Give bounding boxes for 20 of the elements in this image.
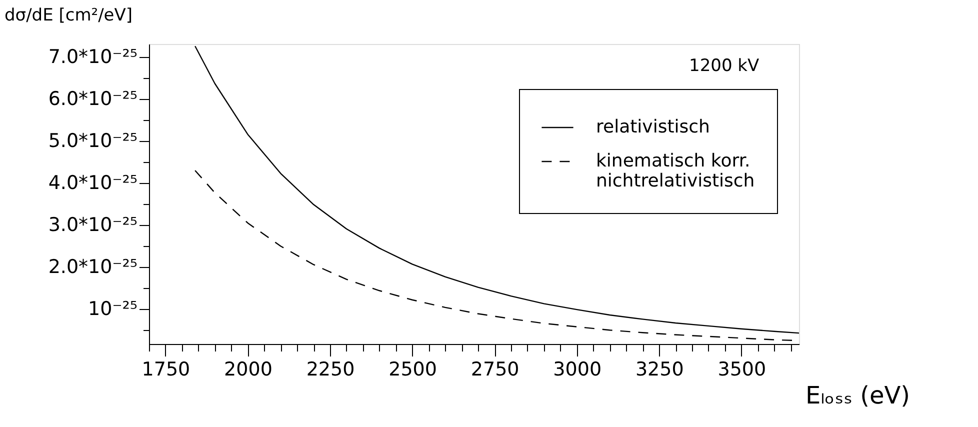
y-tick-label: 10⁻²⁵ bbox=[88, 298, 138, 320]
x-tick-label: 3500 bbox=[718, 358, 766, 380]
x-tick-label: 2000 bbox=[224, 358, 272, 380]
x-tick-label: 2500 bbox=[388, 358, 437, 380]
x-tick-label: 2750 bbox=[470, 358, 520, 380]
y-tick-label: 2.0*10⁻²⁵ bbox=[48, 256, 138, 278]
legend-label: kinematisch korr. nichtrelativistisch bbox=[596, 150, 755, 192]
y-tick-label: 6.0*10⁻²⁵ bbox=[48, 88, 138, 110]
x-tick-label: 3250 bbox=[635, 358, 684, 380]
annotation: 1200 kV bbox=[689, 56, 760, 76]
y-tick-label: 7.0*10⁻²⁵ bbox=[48, 46, 138, 68]
y-tick-label: 5.0*10⁻²⁵ bbox=[48, 130, 138, 152]
x-tick-label: 1750 bbox=[142, 358, 190, 380]
y-axis-title: dσ/dE [cm²/eV] bbox=[4, 6, 133, 26]
legend-label: relativistisch bbox=[596, 116, 710, 138]
x-tick-label: 2250 bbox=[306, 358, 355, 380]
y-tick-label: 4.0*10⁻²⁵ bbox=[48, 172, 138, 194]
x-tick-label: 3000 bbox=[553, 358, 602, 380]
x-axis-title: Eₗₒₛₛ (eV) bbox=[806, 382, 910, 410]
y-tick-label: 3.0*10⁻²⁵ bbox=[48, 214, 138, 236]
